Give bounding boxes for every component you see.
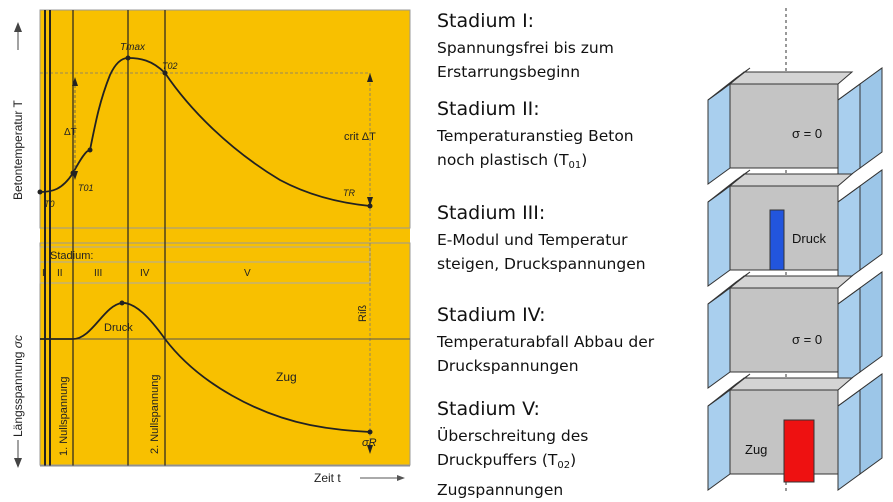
- stage-1-line-1: Spannungsfrei bis zum: [437, 39, 614, 57]
- crit-arrow-head-down: [367, 197, 373, 206]
- stage-4: Stadium IV: Temperaturabfall Abbau der D…: [437, 304, 699, 378]
- block-2-insert: [769, 209, 785, 271]
- stage-3-desc: E-Modul und Temperatur steigen, Druckspa…: [437, 228, 699, 276]
- stage-1-desc: Spannungsfrei bis zum Erstarrungsbeginn: [437, 36, 699, 84]
- diagram-background: [40, 10, 410, 466]
- x-axis-arrow-head: [397, 475, 405, 481]
- sigma-r-label: σR: [362, 437, 377, 449]
- stage-2-line-2: noch plastisch (T01): [437, 151, 588, 171]
- label-t01: T01: [78, 183, 94, 193]
- temperature-stress-diagram: Betontemperatur T Längsspannung σc Zeit …: [11, 9, 411, 485]
- label-tmax: Tmax: [120, 42, 146, 53]
- nullspannung-1-label: 1. Nullspannung: [58, 376, 70, 456]
- stadium-ii: II: [57, 268, 63, 279]
- stage-5-line-2: Druckpuffers (T02): [437, 451, 577, 471]
- stage-2-title: Stadium II:: [437, 98, 540, 120]
- stadium-label: Stadium:: [50, 250, 93, 262]
- block-4-label: Zug: [745, 442, 767, 457]
- crit-arrow-head-up: [367, 73, 373, 82]
- stage-1: Stadium I: Spannungsfrei bis zum Erstarr…: [437, 10, 699, 84]
- stage-1-title: Stadium I:: [437, 10, 535, 32]
- label-t0: T0: [44, 199, 55, 209]
- stage-2: Stadium II: Temperaturanstieg Beton noch…: [437, 98, 699, 178]
- point-t0: [37, 189, 43, 195]
- point-tmax: [125, 55, 131, 61]
- label-tr: TR: [343, 188, 355, 198]
- y-axis-down-arrow: [14, 458, 22, 468]
- stage-2-line-1: Temperaturanstieg Beton: [437, 127, 634, 145]
- stage-4-line-2: Druckspannungen: [437, 357, 579, 375]
- stage-5-title: Stadium V:: [437, 398, 540, 420]
- riss-arrow-head: [367, 445, 373, 454]
- stage-3: Stadium III: E-Modul und Temperatur stei…: [437, 202, 699, 276]
- block-2-label: Druck: [792, 231, 826, 246]
- block-4-insert: [783, 419, 815, 483]
- stadium-v: V: [244, 268, 251, 279]
- stress-curve: [40, 302, 371, 433]
- stage-3-line-2: steigen, Druckspannungen: [437, 255, 646, 273]
- y-axis-top-label: Betontemperatur T: [11, 99, 25, 200]
- stage-4-line-1: Temperaturabfall Abbau der: [437, 333, 655, 351]
- stage-4-desc: Temperaturabfall Abbau der Druckspannung…: [437, 330, 699, 378]
- block-3: σ = 0: [707, 271, 883, 389]
- delta-t-arrow-head-down: [72, 171, 78, 180]
- y-axis-up-arrow: [14, 22, 22, 32]
- stage-5-line-3: Zugspannungen: [437, 481, 564, 499]
- delta-t-arrow-head-up: [72, 77, 78, 86]
- block-3-label: σ = 0: [792, 332, 822, 347]
- stage-5-desc: Überschreitung des Druckpuffers (T02) Zu…: [437, 424, 699, 502]
- x-axis-label: Zeit t: [314, 471, 341, 485]
- stadium-iv: IV: [140, 268, 150, 279]
- druck-label: Druck: [104, 322, 133, 334]
- zug-label: Zug: [276, 370, 297, 384]
- stage-4-title: Stadium IV:: [437, 304, 546, 326]
- stadium-i: I: [42, 268, 45, 279]
- riss-label: Riß: [357, 305, 369, 322]
- point-sigma-r: [367, 429, 373, 435]
- stage-5: Stadium V: Überschreitung des Druckpuffe…: [437, 398, 699, 502]
- stress-panel-frame: [39, 242, 411, 466]
- y-axis-bottom-label: Längsspannung σc: [11, 335, 25, 437]
- nullspannung-2-label: 2. Nullspannung: [149, 374, 161, 454]
- concrete-block-illustrations: σ = 0 Druck σ = 0 Zug: [707, 8, 883, 492]
- label-crit-delta-t: crit ΔT: [344, 131, 376, 143]
- label-t02: T02: [162, 61, 178, 71]
- stage-5-line-1: Überschreitung des: [437, 427, 589, 445]
- point-mid: [87, 147, 93, 153]
- temperature-panel-frame: [39, 9, 411, 229]
- label-delta-t: ΔT: [64, 127, 77, 138]
- stage-2-desc: Temperaturanstieg Beton noch plastisch (…: [437, 124, 699, 178]
- block-2: Druck: [707, 169, 883, 287]
- block-1: σ = 0: [707, 67, 883, 185]
- block-1-label: σ = 0: [792, 126, 822, 141]
- stage-3-title: Stadium III:: [437, 202, 546, 224]
- stadium-iii: III: [94, 268, 102, 279]
- point-stress-max: [119, 300, 125, 306]
- point-t02: [162, 70, 168, 76]
- stage-3-line-1: E-Modul und Temperatur: [437, 231, 628, 249]
- block-4: Zug: [707, 373, 883, 491]
- stage-1-line-2: Erstarrungsbeginn: [437, 63, 581, 81]
